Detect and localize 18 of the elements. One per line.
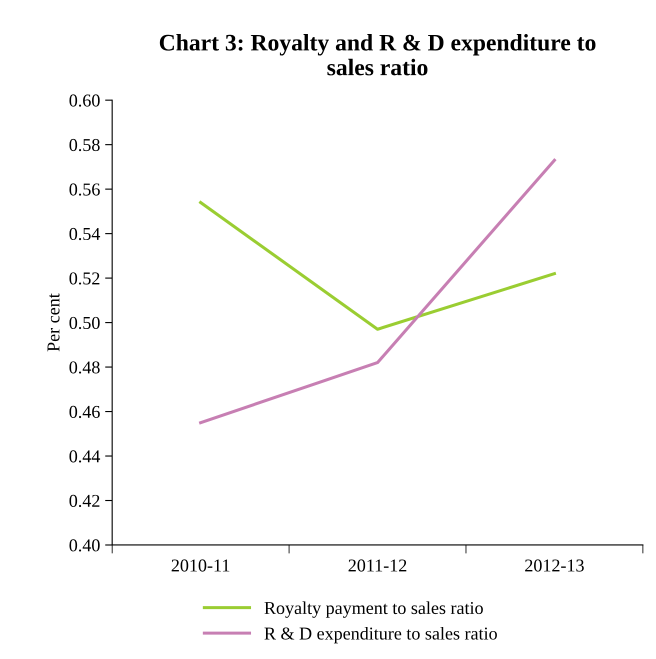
y-tick-label: 0.44: [69, 450, 100, 463]
y-tick-label: 0.58: [69, 138, 100, 152]
legend-label: R & D expenditure to sales ratio: [264, 626, 497, 644]
y-tick-label: 0.42: [69, 494, 100, 508]
y-tick-label: 0.52: [69, 272, 100, 285]
y-tick-label: 0.56: [69, 183, 100, 196]
chart-title: Chart 3: Royalty and R & D expenditure to sales ratio: [160, 34, 596, 76]
x-tick-label: 2010-11: [172, 559, 230, 572]
y-tick-label: 0.40: [69, 539, 100, 552]
y-tick-label: 0.60: [69, 94, 100, 107]
y-tick-label: 0.46: [69, 406, 100, 418]
x-tick-label: 2011-12: [348, 559, 406, 572]
y-axis-title: Per cent: [48, 293, 60, 352]
y-tick-label: 0.50: [69, 316, 100, 330]
x-tick-label: 2012-13: [525, 559, 584, 572]
y-tick-label: 0.48: [69, 361, 100, 374]
y-tick-label: 0.54: [69, 228, 100, 240]
legend-label: Royalty payment to sales ratio: [264, 601, 483, 618]
